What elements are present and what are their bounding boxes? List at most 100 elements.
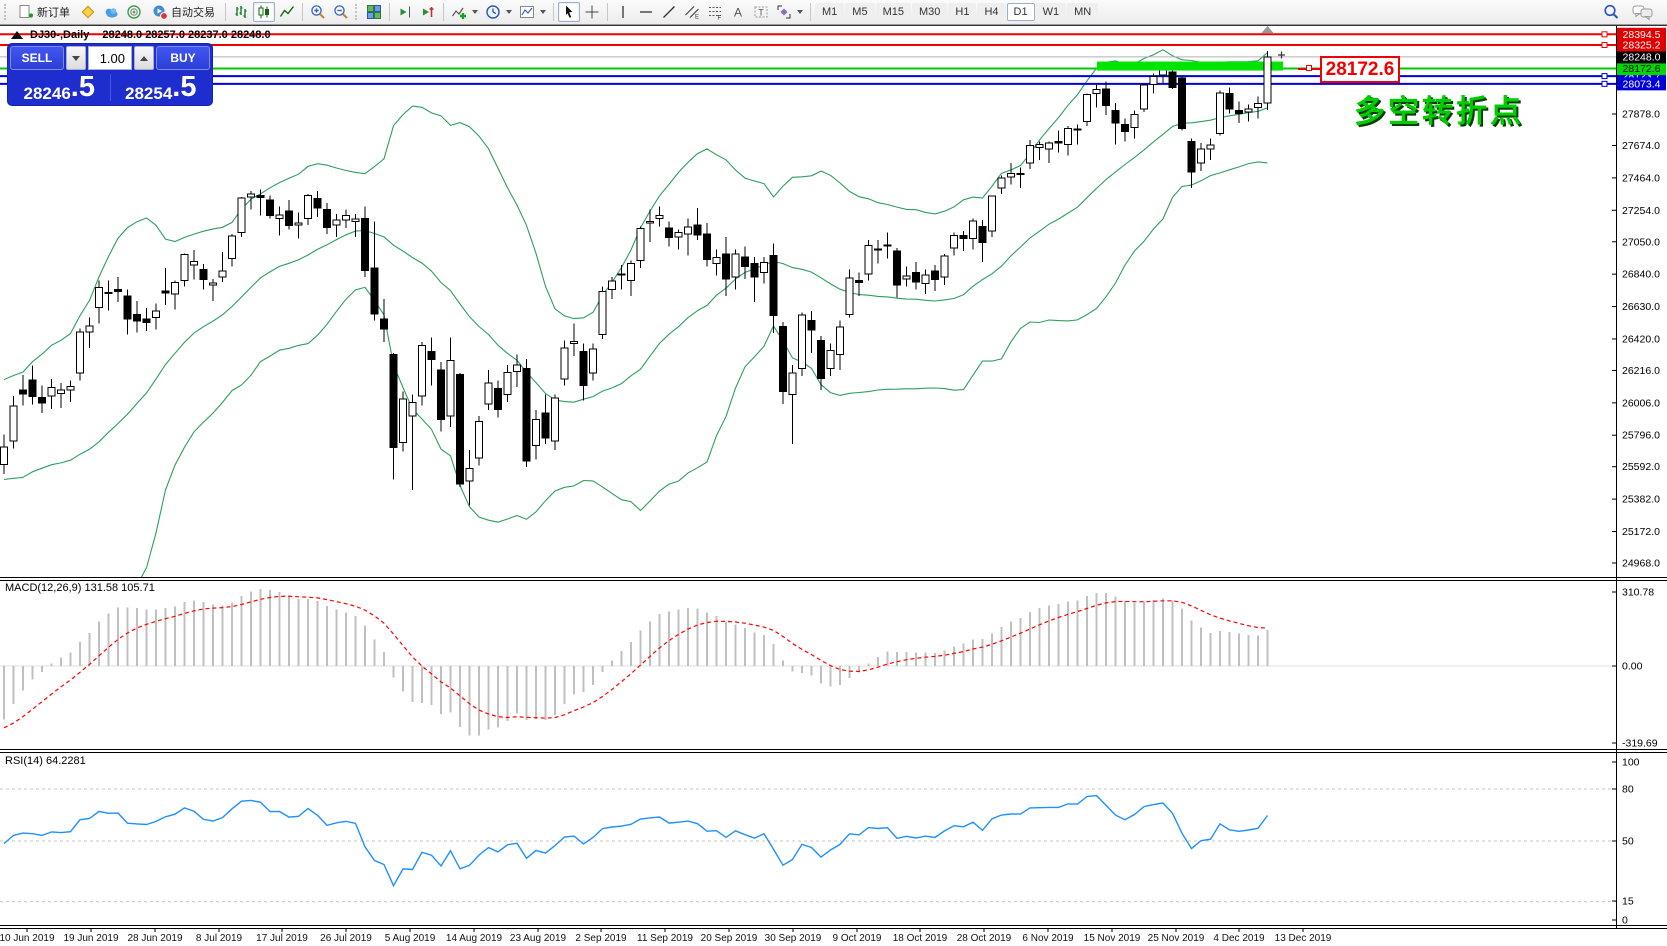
trendline-button[interactable] xyxy=(658,2,680,22)
svg-text:T: T xyxy=(758,8,764,18)
auto-scroll-button[interactable] xyxy=(417,2,439,22)
signals-button[interactable] xyxy=(123,2,145,22)
timeframe-m5[interactable]: M5 xyxy=(845,3,875,21)
timeframe-d1[interactable]: D1 xyxy=(1006,3,1035,21)
price-tick-label: 27674.0 xyxy=(1622,140,1660,152)
trade-panel-controls: SELL 1.00 BUY xyxy=(10,46,210,70)
price-tick-label: 25382.0 xyxy=(1622,494,1660,506)
buy-price-dec: .5 xyxy=(172,71,197,103)
timeframe-m15[interactable]: M15 xyxy=(875,3,911,21)
tile-windows-button[interactable] xyxy=(363,2,385,22)
separator xyxy=(810,3,811,21)
timeframe-m1[interactable]: M1 xyxy=(815,3,845,21)
date-tick-label: 9 Oct 2019 xyxy=(833,933,882,944)
metaeditor-button[interactable] xyxy=(77,2,99,22)
timeframe-mn[interactable]: MN xyxy=(1067,3,1099,21)
price-tick-label: 25592.0 xyxy=(1622,461,1660,473)
candlestick-chart-icon xyxy=(258,5,269,19)
new-order-button[interactable]: 新订单 xyxy=(12,2,76,22)
date-axis: 10 Jun 2019 19 Jun 2019 28 Jun 2019 8 Jul 2… xyxy=(0,928,1332,944)
separator xyxy=(607,3,608,21)
price-tick-label: 26840.0 xyxy=(1622,269,1660,281)
vertical-line-button[interactable] xyxy=(612,2,634,22)
indicators-button[interactable] xyxy=(448,2,481,22)
timeframe-w1[interactable]: W1 xyxy=(1035,3,1067,21)
last-candle xyxy=(1263,51,1272,110)
line-handle xyxy=(1601,80,1608,87)
price-level-badge xyxy=(1617,50,1666,64)
sell-button[interactable]: SELL xyxy=(10,46,64,70)
timeframe-h4[interactable]: H4 xyxy=(977,3,1006,21)
templates-icon xyxy=(520,6,534,18)
date-tick-label: 30 Sep 2019 xyxy=(765,933,822,944)
autotrading-label: 自动交易 xyxy=(171,7,215,19)
price-tick-label: 26630.0 xyxy=(1622,301,1660,313)
new-order-label: 新订单 xyxy=(37,7,70,19)
separator xyxy=(553,3,554,21)
volume-increase-button[interactable] xyxy=(134,46,154,70)
signals-icon xyxy=(127,5,141,19)
buy-price[interactable]: 28254.5 xyxy=(112,72,211,103)
cursor-button[interactable] xyxy=(558,2,580,22)
chart-shift-button[interactable] xyxy=(394,2,416,22)
date-tick-label: 17 Jul 2019 xyxy=(256,933,308,944)
macd-tick-label: -319.69 xyxy=(1622,738,1658,750)
timeframe-m30[interactable]: M30 xyxy=(911,3,948,21)
arrows-button[interactable] xyxy=(773,2,806,22)
zoom-out-button[interactable] xyxy=(330,2,352,22)
bar-chart-button[interactable] xyxy=(230,2,252,22)
buy-button[interactable]: BUY xyxy=(156,46,210,70)
price-level-badge xyxy=(1617,27,1666,41)
chart-annotation-text[interactable]: 多空转折点 xyxy=(1354,94,1524,130)
volume-decrease-button[interactable] xyxy=(66,46,86,70)
svg-text:28325.2: 28325.2 xyxy=(1623,39,1661,51)
chevron-up-icon xyxy=(140,55,148,61)
horizontal-line-button[interactable] xyxy=(635,2,657,22)
horizontal-line-icon xyxy=(640,11,652,13)
chart-shift-icon xyxy=(400,6,410,18)
new-order-icon xyxy=(19,5,33,18)
autotrading-button[interactable]: 自动交易 xyxy=(146,2,221,22)
date-tick-label: 4 Dec 2019 xyxy=(1213,933,1265,944)
one-click-panel-toggle[interactable] xyxy=(11,31,23,39)
separator xyxy=(389,3,390,21)
auto-scroll-icon xyxy=(423,7,434,17)
price-tick-label: 26216.0 xyxy=(1622,365,1660,377)
trend-segment[interactable] xyxy=(1097,61,1283,71)
candlestick-chart-button[interactable] xyxy=(253,2,275,22)
crosshair-button[interactable] xyxy=(581,2,603,22)
bar-chart-icon xyxy=(235,6,247,18)
timeframe-h1[interactable]: H1 xyxy=(948,3,977,21)
price-tick-label: 26006.0 xyxy=(1622,397,1660,409)
candlestick-series xyxy=(0,51,1272,506)
chat-button[interactable] xyxy=(1629,2,1657,22)
volume-input[interactable]: 1.00 xyxy=(88,46,132,70)
date-tick-label: 14 Aug 2019 xyxy=(446,933,503,944)
date-tick-label: 20 Sep 2019 xyxy=(701,933,758,944)
mql5-community-button[interactable] xyxy=(100,2,122,22)
periods-button[interactable] xyxy=(482,2,515,22)
line-chart-button[interactable] xyxy=(276,2,298,22)
chart-title: DJ30-,Daily 28248.0 28257.0 28237.0 2824… xyxy=(30,29,271,41)
channel-button[interactable]: E xyxy=(681,2,703,22)
search-button[interactable] xyxy=(1599,2,1623,22)
toolbar-grip xyxy=(4,4,9,20)
label-button[interactable]: T xyxy=(750,2,772,22)
vertical-line-icon xyxy=(622,6,624,18)
price-callout-label[interactable]: 28172.6 xyxy=(1320,56,1400,83)
zoom-in-button[interactable] xyxy=(307,2,329,22)
sell-price[interactable]: 28246.5 xyxy=(10,72,109,103)
price-level-badge xyxy=(1617,38,1666,52)
macd-tick-label: 0.00 xyxy=(1622,661,1643,673)
fibonacci-button[interactable]: F xyxy=(704,2,726,22)
metaeditor-icon xyxy=(81,5,95,19)
bollinger-bands xyxy=(3,49,1268,577)
chevron-down-icon xyxy=(472,10,478,14)
separator xyxy=(225,3,226,21)
templates-button[interactable] xyxy=(516,2,549,22)
date-tick-label: 25 Nov 2019 xyxy=(1148,933,1205,944)
text-button[interactable]: A xyxy=(727,2,749,22)
svg-text:F: F xyxy=(718,16,722,21)
rsi-tick-label: 15 xyxy=(1622,896,1634,908)
